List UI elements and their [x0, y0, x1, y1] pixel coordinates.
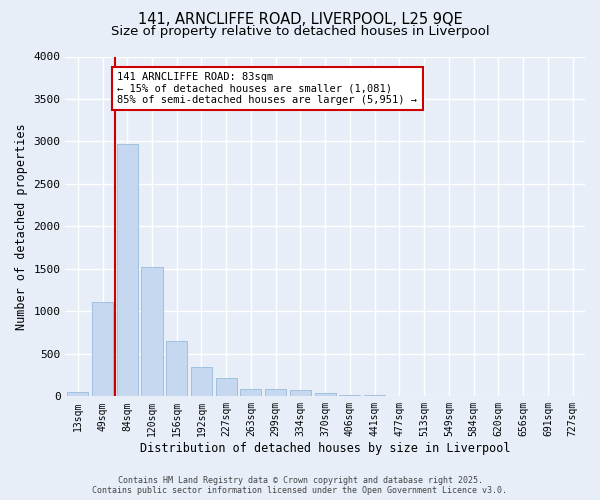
Bar [340, 394, 361, 396]
Bar [241, 388, 262, 396]
Bar [117, 144, 138, 397]
Bar [216, 378, 237, 396]
Text: 141, ARNCLIFFE ROAD, LIVERPOOL, L25 9QE: 141, ARNCLIFFE ROAD, LIVERPOOL, L25 9QE [137, 12, 463, 28]
X-axis label: Distribution of detached houses by size in Liverpool: Distribution of detached houses by size … [140, 442, 511, 455]
Bar [191, 368, 212, 396]
Text: 141 ARNCLIFFE ROAD: 83sqm
← 15% of detached houses are smaller (1,081)
85% of se: 141 ARNCLIFFE ROAD: 83sqm ← 15% of detac… [118, 72, 418, 105]
Y-axis label: Number of detached properties: Number of detached properties [15, 123, 28, 330]
Bar [142, 267, 163, 396]
Text: Contains HM Land Registry data © Crown copyright and database right 2025.
Contai: Contains HM Land Registry data © Crown c… [92, 476, 508, 495]
Bar [166, 341, 187, 396]
Bar [67, 392, 88, 396]
Bar [290, 390, 311, 396]
Bar [265, 388, 286, 396]
Text: Size of property relative to detached houses in Liverpool: Size of property relative to detached ho… [110, 25, 490, 38]
Bar [314, 393, 336, 396]
Bar [92, 302, 113, 396]
